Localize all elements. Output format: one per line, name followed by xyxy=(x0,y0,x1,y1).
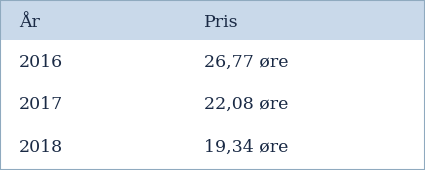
Text: Pris: Pris xyxy=(204,14,238,31)
Text: 26,77 øre: 26,77 øre xyxy=(204,54,289,71)
Text: 2018: 2018 xyxy=(19,139,63,156)
Text: 2017: 2017 xyxy=(19,96,63,113)
Text: 2016: 2016 xyxy=(19,54,63,71)
Text: 19,34 øre: 19,34 øre xyxy=(204,139,289,156)
Text: 22,08 øre: 22,08 øre xyxy=(204,96,289,113)
Bar xyxy=(0,0,425,40)
Text: År: År xyxy=(19,14,40,31)
